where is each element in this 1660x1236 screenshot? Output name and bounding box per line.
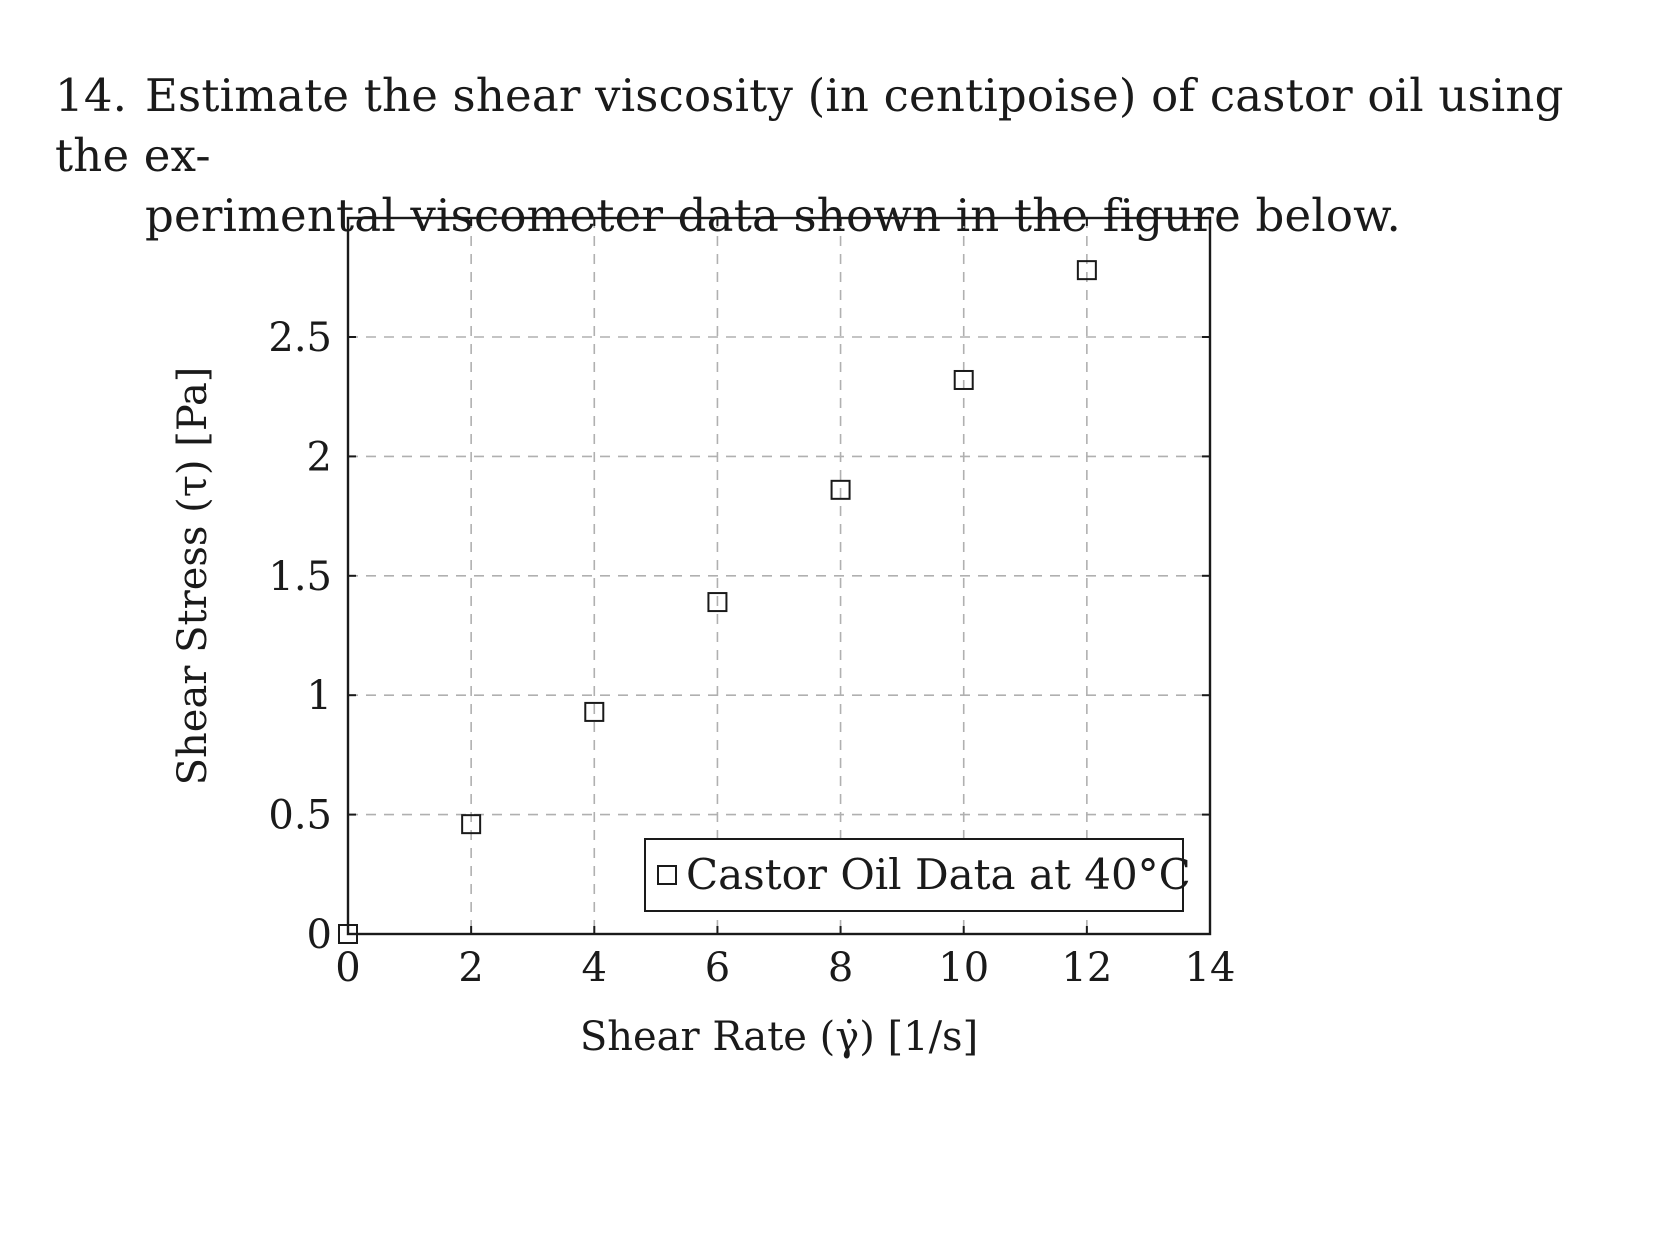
y-tick-label: 0 <box>307 912 332 958</box>
legend-box <box>644 838 1184 912</box>
x-tick-label: 10 <box>938 945 989 991</box>
y-tick-label: 0.5 <box>268 793 332 839</box>
question-line-2: perimental viscometer data shown in the … <box>145 189 1402 242</box>
data-points <box>338 260 1097 944</box>
x-tick-label: 6 <box>705 945 730 991</box>
x-tick-label: 12 <box>1061 945 1112 991</box>
x-axis-label: Shear Rate (γ̇) [1/s] <box>580 1014 978 1060</box>
x-tick-label: 4 <box>582 945 607 991</box>
data-point <box>1076 260 1097 281</box>
x-tick-label: 8 <box>828 945 853 991</box>
data-point <box>338 924 358 944</box>
y-axis-ticks: 0 0.5 1 1.5 2 2.5 <box>268 315 1210 958</box>
legend: Castor Oil Data at 40°C <box>644 838 1191 912</box>
y-axis-label: Shear Stress (τ) [Pa] <box>170 367 216 786</box>
x-tick-label: 14 <box>1185 945 1236 991</box>
data-point <box>461 814 482 835</box>
y-tick-label: 2 <box>307 434 332 480</box>
data-point <box>953 369 974 390</box>
y-tick-label: 1.5 <box>268 554 332 600</box>
data-point <box>584 701 605 722</box>
legend-label: Castor Oil Data at 40°C <box>686 850 1191 899</box>
y-tick-label: 1 <box>307 673 332 719</box>
x-axis-ticks: 0 2 4 6 8 10 12 14 <box>335 218 1235 991</box>
data-point <box>707 592 728 613</box>
legend-marker-square <box>657 865 677 885</box>
x-tick-label: 2 <box>458 945 483 991</box>
question-text: 14. Estimate the shear viscosity (in cent… <box>55 66 1645 246</box>
x-tick-label: 0 <box>335 945 360 991</box>
y-tick-label: 2.5 <box>268 315 332 361</box>
grid-lines <box>348 218 1210 934</box>
data-point <box>830 479 851 500</box>
question-line-1: Estimate the shear viscosity (in centipo… <box>55 69 1564 182</box>
question-number: 14. <box>55 69 128 122</box>
